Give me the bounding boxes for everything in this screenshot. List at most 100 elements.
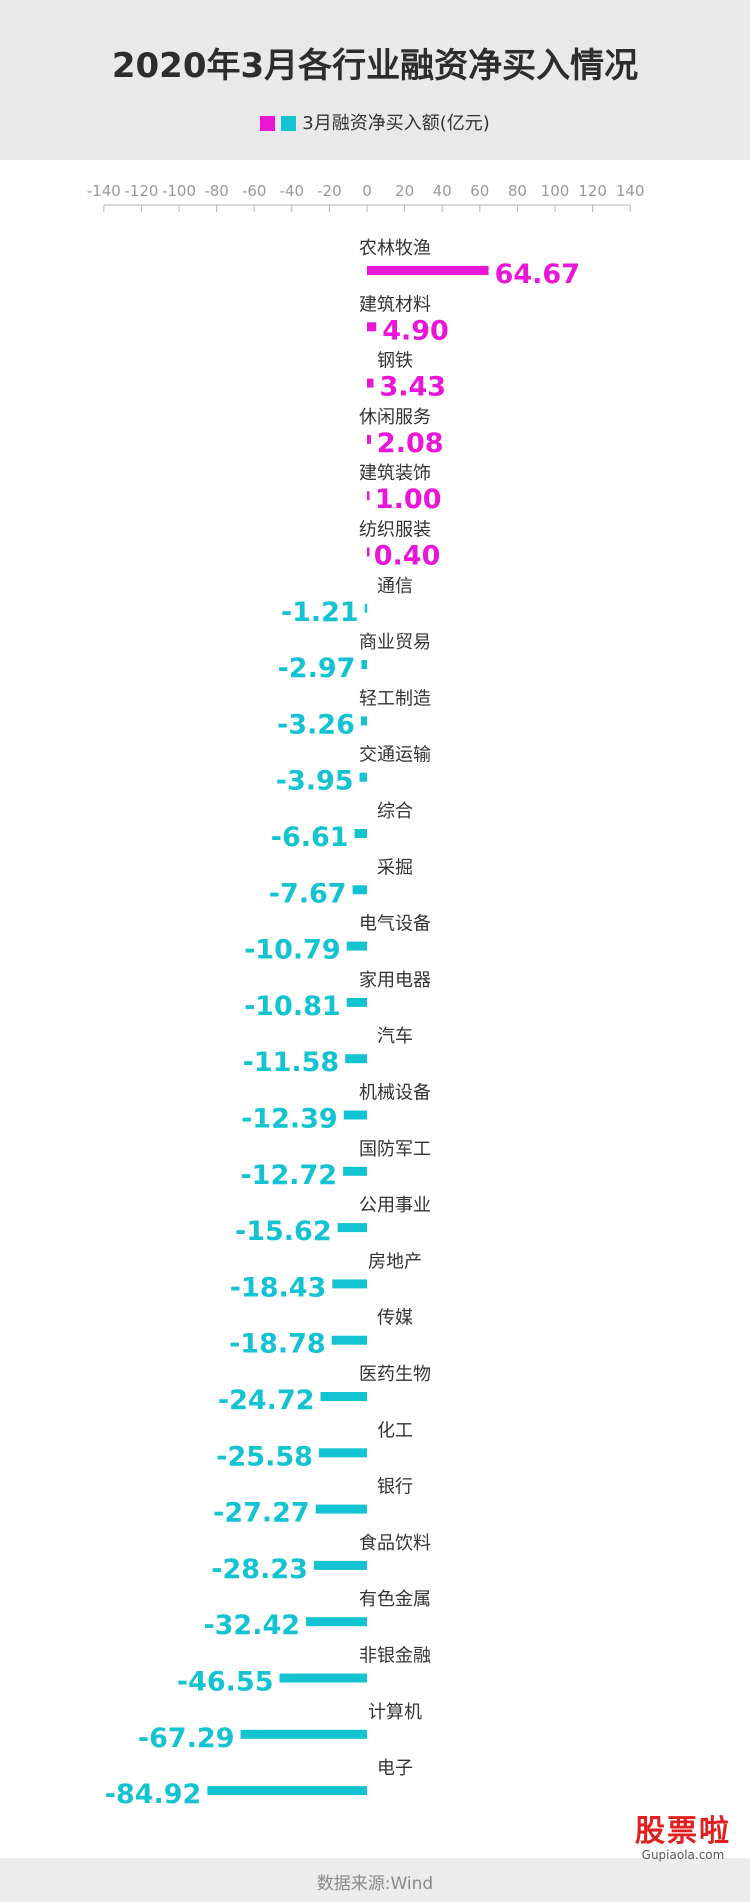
bar [332, 1279, 367, 1289]
data-source: 数据来源:Wind [316, 1874, 434, 1894]
value-label: -46.55 [177, 1667, 274, 1698]
value-label: 1.00 [375, 484, 442, 515]
x-tick-label: 140 [616, 182, 645, 200]
value-label: -15.62 [235, 1216, 332, 1247]
value-label: 2.08 [377, 428, 444, 459]
category-label: 休闲服务 [359, 407, 431, 428]
category-label: 轻工制造 [359, 688, 431, 709]
category-label: 电气设备 [359, 914, 431, 935]
category-label: 建筑材料 [359, 294, 431, 315]
category-label: 采掘 [377, 857, 413, 878]
value-label: -1.21 [281, 597, 359, 628]
legend: 3月融资净买入额(亿元) [0, 109, 750, 135]
value-label: -10.81 [244, 991, 341, 1022]
category-label: 通信 [377, 576, 413, 597]
footer: 数据来源:Wind [0, 1858, 750, 1902]
category-label: 钢铁 [377, 351, 413, 372]
bar [240, 1729, 367, 1739]
category-label: 国防军工 [359, 1139, 431, 1160]
value-label: 4.90 [382, 315, 449, 346]
bar [364, 603, 368, 613]
x-tick-label: 120 [578, 182, 607, 200]
category-label: 银行 [377, 1477, 413, 1498]
value-label: -84.92 [105, 1779, 202, 1810]
x-tick-label: 80 [508, 182, 527, 200]
category-label: 计算机 [368, 1702, 422, 1723]
x-tick-label: 0 [362, 182, 372, 200]
bar [367, 266, 489, 275]
category-label: 医药生物 [359, 1364, 431, 1385]
value-label: 64.67 [495, 259, 580, 290]
bar [354, 829, 367, 838]
bar [331, 1335, 367, 1345]
bar [359, 772, 367, 782]
bar [343, 1166, 367, 1176]
bar [360, 716, 367, 726]
value-label: 0.40 [374, 541, 441, 572]
value-label: -12.72 [240, 1160, 337, 1191]
watermark-main: 股票啦 [635, 1814, 731, 1849]
category-label: 交通运输 [359, 745, 431, 766]
bar [279, 1673, 367, 1683]
category-label: 传媒 [377, 1308, 413, 1329]
x-tick-label: -100 [162, 182, 196, 200]
bar [367, 378, 374, 388]
x-tick-label: -60 [242, 182, 267, 200]
x-tick-label: -120 [124, 182, 158, 200]
bar-chart: -140 -120 -100 -80 -60 -40 -20 0 20 40 60 80 100 120 1… [87, 182, 645, 1810]
watermark-logo: 股票啦 Gupiaola.com [624, 1806, 742, 1862]
value-label: -18.78 [229, 1329, 326, 1360]
x-tick-label: 20 [395, 182, 414, 200]
value-label: -2.97 [278, 653, 356, 684]
value-label: 3.43 [379, 372, 446, 403]
x-tick-label: 40 [433, 182, 452, 200]
bar [320, 1392, 367, 1401]
value-label: -67.29 [138, 1723, 235, 1754]
bar [337, 1223, 367, 1233]
bar [346, 941, 367, 951]
bar [367, 322, 377, 332]
category-label: 食品饮料 [359, 1533, 431, 1554]
category-label: 机械设备 [359, 1083, 431, 1104]
value-label: -7.67 [269, 878, 347, 909]
x-tick-label: 60 [470, 182, 489, 200]
category-label: 有色金属 [359, 1589, 431, 1610]
category-label: 建筑装饰 [359, 463, 431, 484]
legend-swatch-negative [281, 116, 297, 131]
value-label: -6.61 [271, 822, 349, 853]
legend-label: 3月融资净买入额(亿元) [302, 113, 490, 134]
bar [345, 1054, 367, 1064]
bar [352, 885, 367, 895]
bar [207, 1786, 367, 1796]
bar [315, 1504, 367, 1514]
legend-swatch-positive [260, 116, 276, 131]
category-label: 纺织服装 [359, 520, 431, 541]
bar [361, 660, 367, 670]
x-tick-label: -80 [204, 182, 229, 200]
value-label: -24.72 [218, 1385, 315, 1416]
value-label: -3.95 [276, 766, 354, 797]
bar [318, 1448, 367, 1458]
bar [306, 1617, 367, 1627]
x-tick-label: 100 [541, 182, 570, 200]
value-label: -32.42 [203, 1610, 300, 1641]
x-tick-label: -140 [87, 182, 121, 200]
chart-title: 2020年3月各行业融资净买入情况 [111, 46, 639, 86]
category-label: 房地产 [368, 1251, 422, 1272]
value-label: -12.39 [241, 1104, 338, 1135]
category-label: 汽车 [377, 1026, 413, 1047]
bar [343, 1110, 367, 1120]
category-label: 家用电器 [359, 970, 431, 991]
bar [367, 491, 370, 501]
value-label: -18.43 [230, 1272, 327, 1303]
bar [313, 1560, 367, 1570]
category-label: 化工 [377, 1420, 413, 1441]
bar [346, 997, 367, 1007]
category-label: 电子 [377, 1758, 413, 1779]
category-label: 非银金融 [359, 1646, 431, 1667]
x-tick-label: -20 [317, 182, 342, 200]
category-label: 商业贸易 [359, 632, 431, 653]
category-label: 农林牧渔 [359, 238, 431, 259]
value-label: -3.26 [277, 709, 355, 740]
value-label: -28.23 [211, 1554, 308, 1585]
